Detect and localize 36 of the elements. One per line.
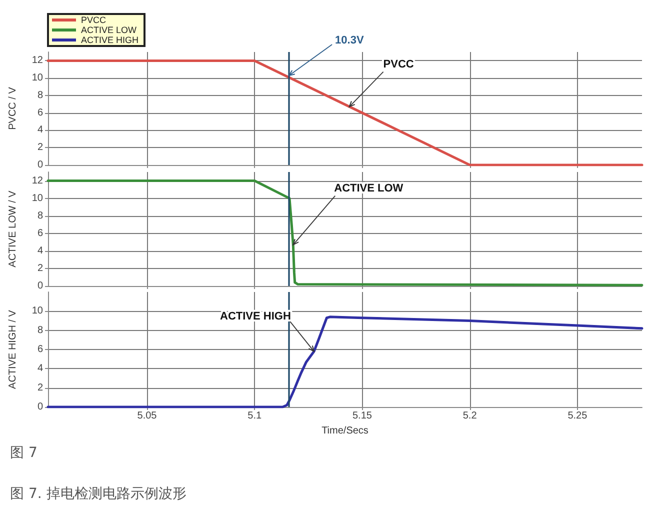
x-tick-label: 5.2 xyxy=(462,410,478,422)
legend-label: PVCC xyxy=(81,15,107,25)
y-tick-label: 8 xyxy=(37,324,44,336)
y-tick-label: 6 xyxy=(37,228,44,239)
y-tick-label: 2 xyxy=(37,142,44,154)
y-tick-label: 0 xyxy=(37,160,44,170)
text: ACTIVE HIGH xyxy=(81,35,139,45)
y-tick-label: 12 xyxy=(32,55,44,66)
annotation: 10.3V xyxy=(335,34,364,46)
x-tick-label: 5.1 xyxy=(248,410,262,422)
y-tick-label: 0 xyxy=(37,280,44,292)
y-tick-label: 0 xyxy=(37,402,44,412)
y-axis-title: PVCC / V xyxy=(8,86,18,130)
y-tick-label: 12 xyxy=(32,175,44,186)
x-tick-label: 5.15 xyxy=(352,410,372,422)
y-axis-title: ACTIVE HIGH / V xyxy=(8,310,18,389)
y-tick-label: 6 xyxy=(37,107,44,118)
y-tick-label: 2 xyxy=(37,262,44,274)
y-tick-label: 10 xyxy=(32,306,44,317)
y-axis-title: ACTIVE LOW / V xyxy=(8,190,18,268)
y-tick-label: 4 xyxy=(37,124,44,136)
x-axis-title: Time/Secs xyxy=(322,425,368,436)
y-tick-label: 4 xyxy=(37,245,44,256)
caption: 图 7. 掉电检测电路示例波形 xyxy=(10,486,186,502)
x-tick-label: 5.25 xyxy=(568,410,588,422)
y-tick-label: 10 xyxy=(32,72,44,84)
y-tick-label: 8 xyxy=(37,90,44,101)
caption: 图 7 xyxy=(10,445,38,461)
y-tick-label: 10 xyxy=(32,192,44,204)
annotation: PVCC xyxy=(383,58,414,71)
x-tick-label: 5.05 xyxy=(137,410,158,422)
y-tick-label: 2 xyxy=(37,382,44,394)
y-tick-label: 6 xyxy=(37,344,44,355)
y-tick-label: 4 xyxy=(37,363,44,374)
text: ACTIVE LOW xyxy=(81,25,137,35)
y-tick-label: 8 xyxy=(37,210,44,222)
